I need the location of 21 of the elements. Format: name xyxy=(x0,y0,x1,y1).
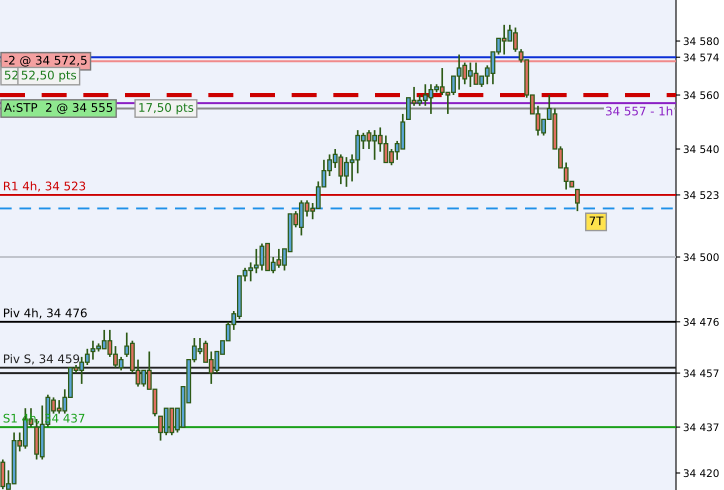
y-tick-label: 34 580 xyxy=(684,37,719,46)
y-tick-label: 34 523 xyxy=(684,191,719,200)
candlestick xyxy=(574,188,580,212)
ref-line-label: R1 4h, 34 523 xyxy=(4,181,86,192)
ref-line-label: Piv S, 34 459 xyxy=(4,354,80,364)
y-tick-label: 34 457 xyxy=(684,369,719,378)
y-tick-label: 34 437 xyxy=(684,423,719,432)
annotation: 52,50 pts xyxy=(22,70,76,82)
y-tick-label: 34 476 xyxy=(684,318,719,326)
ref-line-label: 34 557 - 1h xyxy=(606,106,672,116)
y-tick-label: 34 420 xyxy=(684,469,719,478)
annotation: 17,50 pts xyxy=(139,103,194,114)
y-tick-label: 34 574 xyxy=(684,53,719,62)
annotation: 52 xyxy=(4,70,18,80)
y-tick-label: 34 540 xyxy=(684,145,719,154)
ref-line-label: Piv 4h, 34 476 xyxy=(4,308,87,319)
annotation: 7T xyxy=(590,216,604,226)
y-tick-label: 34 500 xyxy=(684,253,719,262)
y-tick-label: 34 560 xyxy=(684,91,719,100)
ref-line-label: A:STP 2 @ 34 555 xyxy=(4,103,112,114)
ref-line-label: -2 @ 34 572,5 xyxy=(4,56,87,67)
